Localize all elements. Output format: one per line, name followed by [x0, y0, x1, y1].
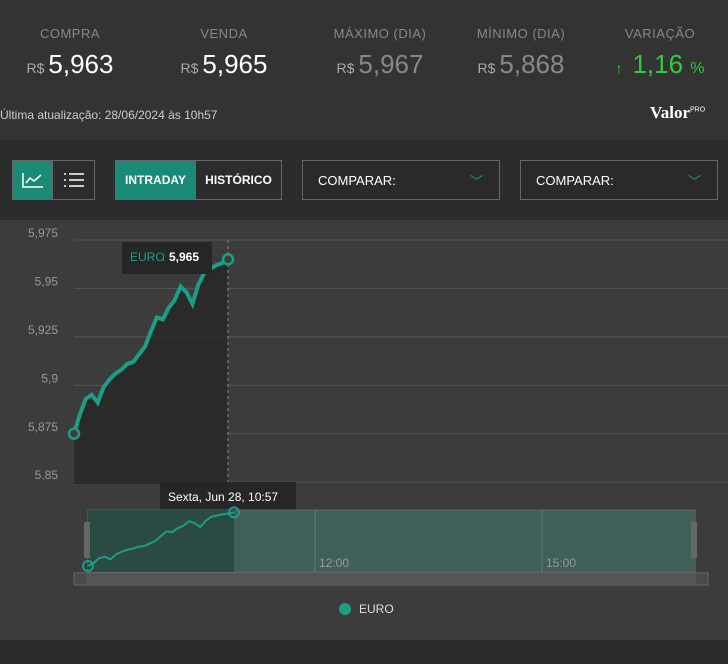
up-arrow: ↑: [615, 60, 623, 76]
navigator-point: [82, 560, 94, 572]
tab[interactable]: HISTÓRICO: [195, 160, 282, 200]
tab[interactable]: INTRADAY: [115, 160, 196, 200]
navigator-point: [228, 506, 240, 519]
tooltip-bg: [122, 242, 212, 274]
legend-marker: [339, 603, 351, 615]
value: 1,16: [632, 49, 684, 79]
time-tooltip: Sexta, Jun 28, 10:57: [168, 490, 278, 504]
tooltip-name: EURO: [130, 250, 165, 264]
compare-select[interactable]: COMPARAR: ﹀: [302, 160, 500, 200]
logo: ValorPRO: [650, 103, 705, 123]
navigator-selected: [88, 510, 234, 572]
icon: [21, 173, 43, 188]
currency: R$: [336, 60, 355, 76]
stat: COMPRA R$ 5,963: [0, 26, 140, 80]
select-label: COMPARAR:: [318, 172, 396, 188]
chevron: ﹀: [469, 173, 483, 189]
logo-badge: PRO: [690, 106, 706, 114]
chevron: ﹀: [687, 173, 701, 189]
label: VARIAÇÃO: [624, 26, 696, 41]
chart: 5,85 5,875 5,9 5,925 5,95 5,975 EURO 5,965: Sext…: [0, 220, 728, 664]
tooltip-sep: :: [162, 250, 165, 264]
area: [74, 259, 228, 484]
y-tick-label: 5,85: [35, 468, 59, 482]
point: [67, 427, 81, 440]
currency: R$: [477, 60, 496, 76]
currency: R$: [26, 60, 45, 76]
stat: MÍNIMO (DIA) R$ 5,868: [451, 26, 591, 80]
point: [221, 253, 235, 266]
value: 5,965: [202, 49, 268, 79]
label: MÁXIMO (DIA): [333, 26, 427, 41]
time-tooltip-bg: [160, 482, 296, 514]
line: [72, 257, 230, 435]
last-update: Última atualização: 28/06/2024 às 10h57: [0, 108, 218, 122]
navigator-label: 15:00: [546, 556, 576, 570]
y-tick-label: 5,875: [28, 420, 58, 434]
label: COMPRA: [39, 26, 101, 41]
select-label: COMPARAR:: [536, 172, 614, 188]
navigator-line: [87, 511, 235, 567]
value: 5,967: [358, 49, 424, 79]
handle: [84, 522, 90, 558]
y-tick-label: 5,925: [28, 323, 58, 337]
stat: VENDA R$ 5,965: [154, 26, 294, 80]
tooltip-value: 5,965: [169, 250, 199, 264]
footer-bg: [0, 640, 728, 664]
label: VENDA: [200, 26, 248, 41]
chart-view-button[interactable]: [12, 160, 53, 200]
scrollbar-thumb: [86, 574, 696, 584]
label: MÍNIMO (DIA): [476, 26, 566, 41]
icon: [63, 173, 84, 187]
currency: R$: [180, 60, 199, 76]
y-tick-label: 5,975: [28, 226, 58, 240]
handle: [691, 522, 697, 558]
toolbar: INTRADAY HISTÓRICO COMPARAR: ﹀ COMPARAR: ﹀: [0, 140, 728, 220]
unit: %: [690, 60, 705, 77]
stat: VARIAÇÃO ↑ 1,16 %: [590, 26, 728, 80]
list-view-button[interactable]: [52, 160, 95, 200]
compare-select[interactable]: COMPARAR: ﹀: [520, 160, 718, 200]
stat: MÁXIMO (DIA) R$ 5,967: [310, 26, 450, 80]
legend-label: EURO: [359, 602, 394, 616]
value: 5,963: [48, 49, 114, 79]
y-tick-label: 5,9: [41, 371, 58, 385]
navigator-label: 12:00: [319, 556, 349, 570]
y-tick-label: 5,95: [35, 275, 59, 289]
logo-name: Valor: [650, 103, 690, 122]
value: 5,868: [499, 49, 565, 79]
